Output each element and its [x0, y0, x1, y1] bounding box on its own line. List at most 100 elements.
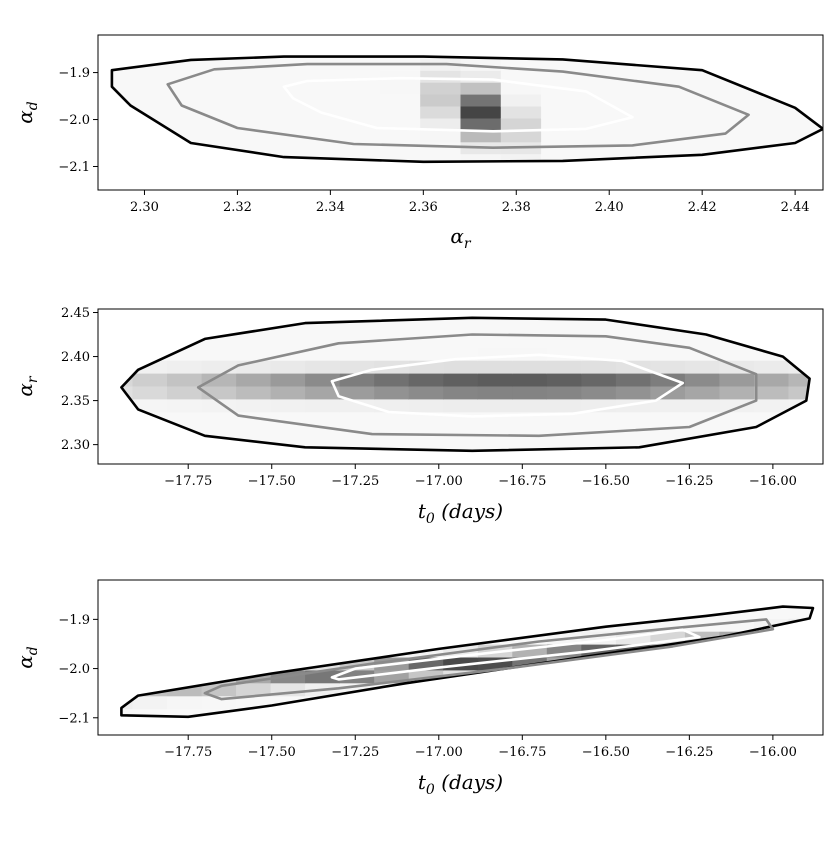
heatmap-cell [340, 35, 381, 48]
heatmap-cell [270, 644, 306, 659]
heatmap-cell [500, 118, 542, 131]
heatmap-cell [615, 657, 651, 671]
heatmap-cell [754, 334, 790, 349]
heatmap-cell [167, 317, 203, 323]
heatmap-cell [616, 451, 651, 465]
heatmap-cell [121, 399, 134, 413]
heatmap-cell [339, 94, 381, 108]
heatmap-cell [236, 386, 272, 400]
heatmap-cell [420, 106, 462, 119]
heatmap-cell [339, 130, 381, 143]
heatmap-cell [581, 130, 623, 143]
heatmap-cell [167, 722, 202, 736]
heatmap-cell [581, 386, 617, 400]
heatmap-cell [201, 438, 237, 451]
heatmap-cell [259, 118, 300, 131]
heatmap-cell [742, 56, 784, 60]
heatmap-cell [98, 580, 133, 594]
heatmap-cell [305, 644, 341, 659]
heatmap-cell [167, 709, 203, 717]
heatmap-cell [339, 360, 375, 375]
heatmap-cell [546, 709, 582, 717]
heatmap-cell [541, 35, 582, 48]
heatmap-cell [111, 142, 139, 155]
heatmap-cell [500, 154, 542, 162]
heatmap-cell [132, 373, 168, 388]
heatmap-cell [702, 178, 743, 191]
heatmap-cell [719, 722, 754, 736]
heatmap-cell [461, 178, 502, 191]
heatmap-cell [754, 386, 790, 400]
x-tick-label: −17.25 [331, 474, 379, 489]
heatmap-cell [340, 451, 375, 465]
heatmap-cell [478, 451, 513, 465]
heatmap-cell [782, 58, 823, 72]
heatmap-cell [305, 386, 341, 400]
heatmap-cell [650, 360, 686, 375]
heatmap-cell [460, 118, 502, 131]
heatmap-cell [408, 347, 444, 362]
heatmap-cell [662, 35, 703, 48]
heatmap-cell [132, 644, 168, 659]
heatmap-cell [98, 593, 133, 607]
heatmap-cell [305, 347, 341, 362]
chart-panel-1: 2.30 2.32 2.34 2.36 2.38 2.40 2.42 2.44 −1.9 −2.0… [13, 34, 824, 252]
heatmap-cell [179, 166, 220, 179]
heatmap-cell [742, 178, 783, 191]
heatmap-cell [788, 425, 810, 439]
x-tick-label: 2.40 [595, 200, 624, 215]
heatmap-cell [622, 166, 663, 179]
heatmap-cell [512, 438, 548, 451]
heatmap-cell [788, 317, 810, 323]
heatmap-cell [512, 722, 547, 736]
y-tick-label: −1.9 [58, 613, 90, 628]
x-tick-label: −17.75 [164, 474, 212, 489]
heatmap-cell [236, 580, 271, 594]
heatmap-cell [460, 130, 502, 143]
heatmap-cell [271, 593, 306, 607]
x-tick-label: 2.30 [130, 200, 159, 215]
heatmap-cell [477, 334, 513, 349]
heatmap-cell [443, 425, 479, 439]
heatmap-cell [541, 178, 582, 191]
heatmap-cell [581, 670, 617, 684]
heatmap-cell [742, 35, 783, 48]
heatmap-cell [477, 709, 513, 717]
heatmap-cell [788, 373, 810, 388]
heatmap-cell [443, 451, 478, 465]
heatmap-cell [132, 618, 168, 633]
heatmap-cell [201, 606, 237, 620]
heatmap-cell [460, 82, 502, 96]
heatmap-cell [339, 399, 375, 413]
heatmap-cell [621, 94, 663, 108]
heatmap-cell [443, 606, 479, 620]
heatmap-cell [259, 94, 300, 108]
heatmap-cell [581, 56, 623, 60]
heatmap-cell [616, 593, 651, 607]
heatmap-cell [782, 70, 823, 84]
heatmap-cell [621, 118, 663, 131]
heatmap-cell [236, 683, 272, 697]
y-tick-label: 2.45 [61, 306, 90, 321]
heatmap-cell [374, 709, 410, 717]
heatmap-cell [305, 317, 341, 323]
heatmap-cell [236, 451, 271, 465]
heatmap-cell [111, 154, 139, 162]
heatmap-cell [408, 425, 444, 439]
contour-middle [196, 333, 758, 438]
heatmap-cell [374, 373, 410, 388]
heatmap-cell [305, 360, 341, 375]
heatmap-cell [201, 631, 237, 646]
heatmap-cell [460, 70, 502, 84]
heatmap-cell [443, 386, 479, 400]
heatmap-cell [167, 373, 203, 388]
heatmap-cell [340, 722, 375, 736]
heatmap-cell [98, 166, 139, 179]
heatmap-cell [374, 593, 409, 607]
heatmap-cell [541, 58, 582, 72]
heatmap-cell [460, 154, 502, 162]
heatmap-cell [477, 386, 513, 400]
heatmap-cell [305, 670, 341, 684]
heatmap-cell [702, 82, 744, 96]
chart-panel-2: −17.75 −17.50 −17.25 −17.00 −16.75 −16.50 −16.… [13, 306, 824, 527]
